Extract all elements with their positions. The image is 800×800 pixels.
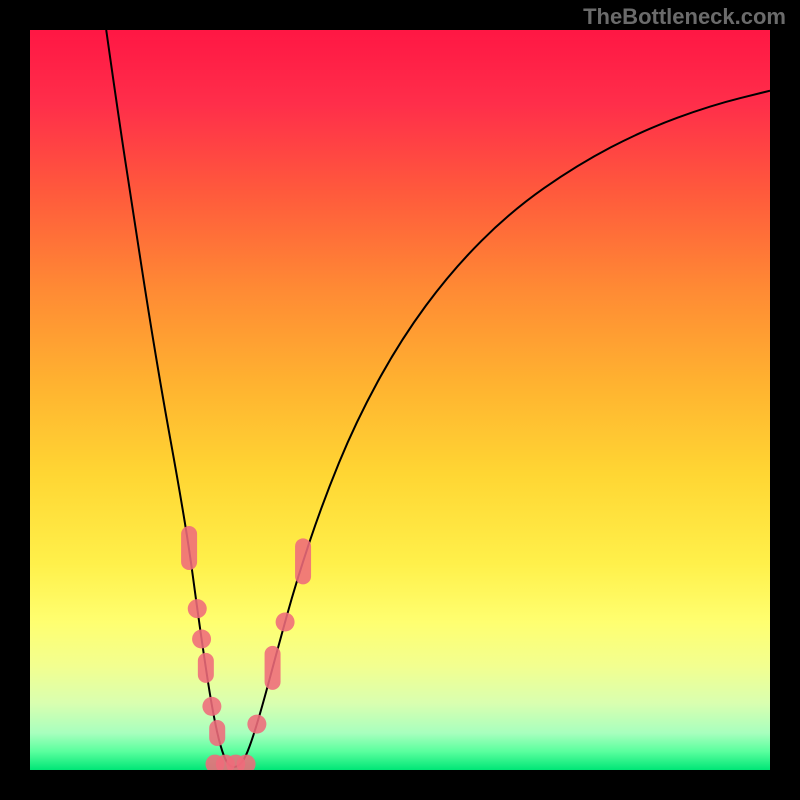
chart-svg — [30, 30, 770, 770]
data-marker — [276, 613, 295, 632]
watermark-text: TheBottleneck.com — [583, 4, 786, 30]
chart-container: TheBottleneck.com — [0, 0, 800, 800]
plot-area — [30, 30, 770, 770]
data-marker — [202, 697, 221, 716]
data-marker — [198, 653, 214, 683]
data-marker — [247, 715, 266, 734]
data-marker — [265, 646, 281, 690]
data-marker — [295, 538, 311, 584]
gradient-background — [30, 30, 770, 770]
data-marker — [209, 720, 225, 746]
data-marker — [188, 599, 207, 618]
data-marker — [192, 630, 211, 649]
data-marker — [181, 526, 197, 570]
